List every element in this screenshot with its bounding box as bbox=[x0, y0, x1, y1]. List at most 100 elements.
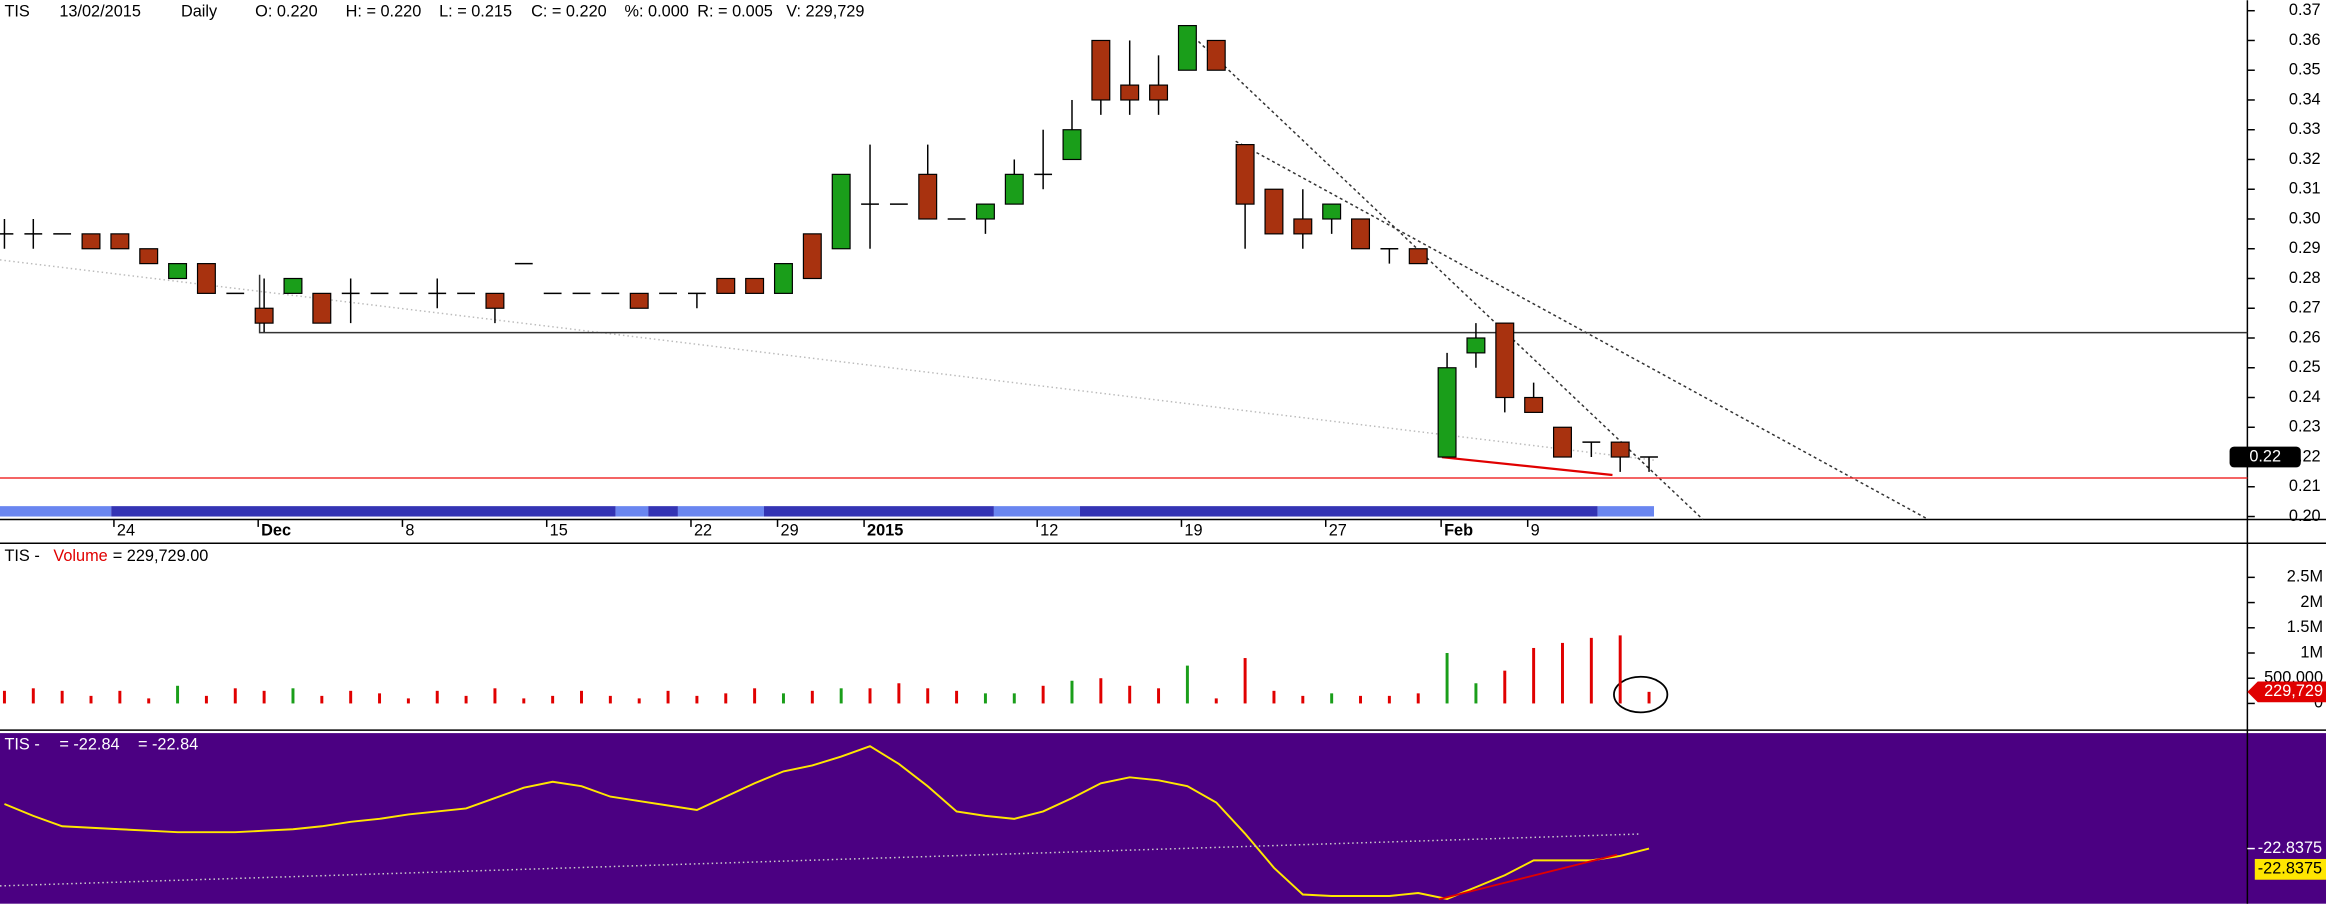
trend-line bbox=[1193, 36, 1704, 521]
y-tick-label: 0.35 bbox=[2289, 61, 2321, 79]
volume-title-value: = 229,729.00 bbox=[113, 547, 209, 565]
candle-body bbox=[1177, 24, 1197, 71]
divergence-line bbox=[1438, 853, 1618, 901]
open: O: 0.220 bbox=[255, 2, 318, 20]
oscillator-title: TIS - bbox=[4, 735, 39, 753]
candle-body bbox=[1062, 129, 1082, 161]
change: %: 0.000 bbox=[625, 2, 689, 20]
band-segment bbox=[993, 506, 1080, 517]
highlight-circle bbox=[1613, 675, 1669, 714]
y-tick-label: 0.20 bbox=[2289, 507, 2321, 525]
band-segment bbox=[111, 506, 616, 517]
y-tick-label: 0.21 bbox=[2289, 477, 2321, 495]
band-segment bbox=[1597, 506, 1655, 517]
candle-body bbox=[716, 277, 736, 294]
symbol: TIS bbox=[4, 2, 29, 20]
volume-tag bbox=[2247, 681, 2326, 703]
price-tag-label: 0.22 bbox=[2249, 447, 2281, 465]
candle-body bbox=[312, 292, 332, 324]
annotations bbox=[0, 36, 2248, 714]
candle-body bbox=[975, 203, 995, 220]
candle-body bbox=[1235, 144, 1255, 205]
x-tick-label: Feb bbox=[1444, 522, 1473, 540]
oscillator-panel bbox=[0, 733, 2326, 904]
indicator-line bbox=[4, 745, 1650, 900]
candle-body bbox=[831, 173, 851, 250]
candle-body bbox=[773, 263, 793, 294]
candle-body bbox=[629, 292, 649, 309]
candle-body bbox=[1149, 84, 1169, 101]
candle-body bbox=[254, 307, 274, 324]
candle-body bbox=[745, 277, 765, 294]
y-tick-label: 1.5M bbox=[2287, 618, 2323, 636]
y-tick-label: 0.32 bbox=[2289, 150, 2321, 168]
band-segment bbox=[648, 506, 678, 517]
y-tick-label: 0.29 bbox=[2289, 239, 2321, 257]
candle-body bbox=[81, 233, 101, 250]
candle-body bbox=[1610, 441, 1630, 458]
candle-body bbox=[110, 233, 130, 250]
x-tick-label: 27 bbox=[1329, 522, 1347, 540]
price-tag bbox=[2229, 446, 2301, 468]
y-tick-label: 0.27 bbox=[2289, 299, 2321, 317]
y-tick-label: 0.37 bbox=[2289, 1, 2321, 19]
y-tick-label: 0.26 bbox=[2289, 328, 2321, 346]
candle-body bbox=[1091, 39, 1111, 101]
volume-title: TIS - bbox=[4, 547, 39, 565]
oscillator-value: = -22.84 bbox=[138, 735, 198, 753]
y-tick-label: 0 bbox=[2314, 694, 2323, 712]
divergence-line bbox=[1441, 456, 1613, 477]
date-band bbox=[0, 506, 1655, 517]
x-tick-label: 24 bbox=[117, 522, 135, 540]
volume: V: 229,729 bbox=[786, 2, 864, 20]
x-tick-label: 29 bbox=[781, 522, 799, 540]
indicator-tag bbox=[2254, 858, 2326, 880]
y-tick-label: 0.34 bbox=[2289, 90, 2321, 108]
y-tick-label: 2M bbox=[2300, 593, 2323, 611]
close: C: = 0.220 bbox=[531, 2, 607, 20]
candle-body bbox=[1322, 203, 1342, 220]
volume-title-name: Volume bbox=[53, 547, 107, 565]
y-tick-label: 0.30 bbox=[2289, 209, 2321, 227]
candle-body bbox=[918, 173, 938, 220]
x-tick-label: 19 bbox=[1184, 522, 1202, 540]
candle-body bbox=[1524, 396, 1544, 413]
candle-body bbox=[1351, 218, 1371, 250]
candle-body bbox=[1004, 173, 1024, 205]
y-tick-label: 0.23 bbox=[2289, 418, 2321, 436]
candle-body bbox=[1206, 39, 1226, 71]
x-tick-label: 9 bbox=[1531, 522, 1540, 540]
range: R: = 0.005 bbox=[697, 2, 773, 20]
y-tick-label: 0.24 bbox=[2289, 388, 2321, 406]
candle-body bbox=[1552, 426, 1572, 458]
date: 13/02/2015 bbox=[59, 2, 141, 20]
band-segment bbox=[677, 506, 764, 517]
candle-body bbox=[168, 263, 188, 280]
band-segment bbox=[0, 506, 112, 517]
candle-body bbox=[802, 233, 822, 280]
trend-line bbox=[1235, 140, 1929, 521]
oscillator-value: = -22.84 bbox=[59, 735, 119, 753]
low: L: = 0.215 bbox=[439, 2, 512, 20]
y-tick-label: 0.31 bbox=[2289, 180, 2321, 198]
oscillator-annotations bbox=[0, 833, 1641, 901]
x-tick-label: 22 bbox=[694, 522, 712, 540]
candle-body bbox=[196, 263, 216, 294]
candle-body bbox=[139, 248, 159, 265]
y-tick-label: 1M bbox=[2300, 643, 2323, 661]
high: H: = 0.220 bbox=[346, 2, 422, 20]
x-tick-label: 15 bbox=[550, 522, 568, 540]
x-tick-label: Dec bbox=[261, 522, 291, 540]
band-segment bbox=[1079, 506, 1598, 517]
candle-body bbox=[1495, 322, 1515, 399]
y-tick-label: -22.8375 bbox=[2258, 839, 2322, 857]
trend-line bbox=[0, 259, 1655, 461]
y-tick-label: 0.28 bbox=[2289, 269, 2321, 287]
x-tick-label: 2015 bbox=[867, 522, 903, 540]
x-tick-label: 12 bbox=[1040, 522, 1058, 540]
band-segment bbox=[615, 506, 649, 517]
candle-body bbox=[1120, 84, 1140, 101]
